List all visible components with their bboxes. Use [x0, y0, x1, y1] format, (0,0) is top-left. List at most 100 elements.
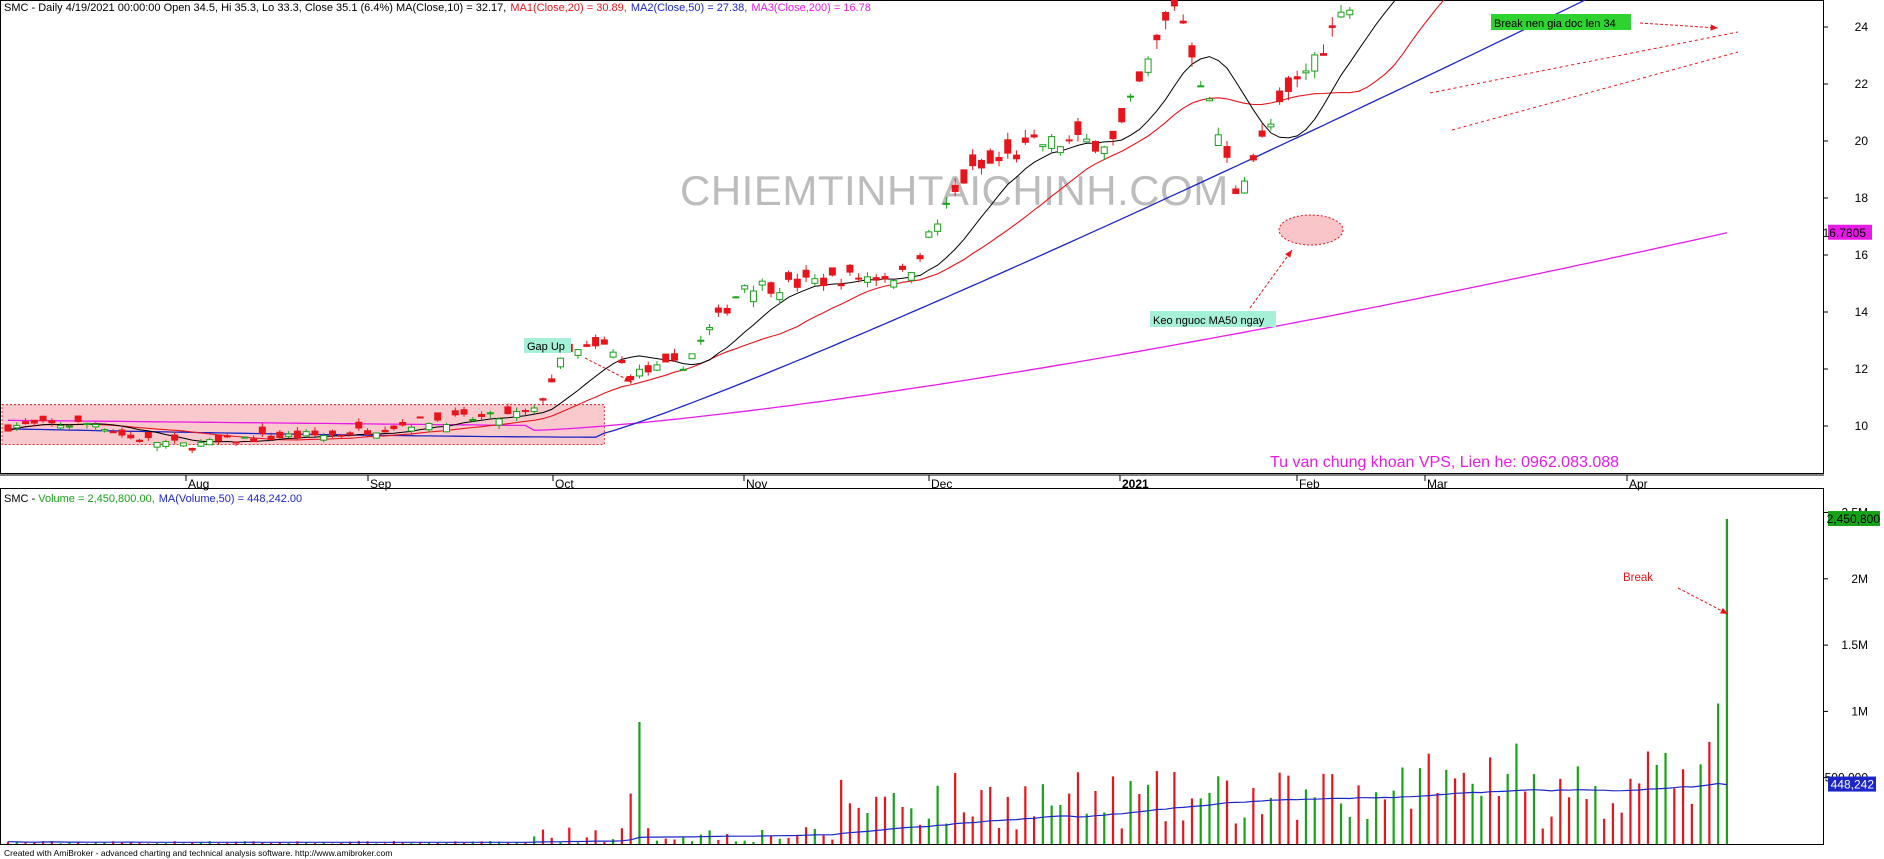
- ma50-arrow-head: [1285, 250, 1292, 258]
- candle-body: [1065, 139, 1073, 142]
- candle-body: [4, 424, 12, 432]
- candle-body: [1074, 121, 1082, 135]
- candle-body: [899, 265, 907, 270]
- candle-body: [495, 418, 503, 426]
- volume-tick-label: 2M: [1851, 572, 1868, 586]
- candle-body: [1232, 188, 1240, 195]
- candle-body: [811, 278, 819, 284]
- channel-bottom-line: [1451, 51, 1739, 131]
- candle-body: [1249, 155, 1257, 161]
- candle-body: [714, 307, 722, 313]
- date-label: Dec: [931, 477, 952, 491]
- candle-body: [1013, 154, 1021, 160]
- candle-body: [171, 434, 179, 441]
- candle-body: [837, 283, 845, 287]
- price-header-ma3: MA3(Close,200) = 16.78: [751, 2, 871, 14]
- candle-body: [214, 434, 222, 442]
- footer-credit: Created with AmiBroker - advanced charti…: [4, 848, 392, 858]
- gap-up-label-bg: [524, 338, 571, 353]
- price-tick-label: 20: [1855, 134, 1869, 148]
- candle-body: [1091, 140, 1099, 152]
- candle-body: [969, 154, 977, 167]
- candle-body: [890, 280, 898, 288]
- candle-body: [328, 430, 336, 436]
- candle-body: [706, 327, 714, 331]
- candle-body: [1258, 130, 1266, 137]
- candle-body: [697, 339, 705, 342]
- candle-body: [197, 442, 205, 447]
- candle-body: [679, 368, 687, 371]
- candle-body: [285, 433, 293, 437]
- candle-body: [785, 272, 793, 280]
- candle-body: [653, 364, 661, 371]
- break-volume-arrow-head: [1720, 607, 1728, 614]
- price-header-ma: MA(Close,10) = 32.17,: [396, 2, 506, 14]
- volume-ma-marker-bg: [1828, 776, 1876, 792]
- candle-body: [92, 424, 100, 428]
- candle-body: [662, 353, 670, 363]
- candle-body: [390, 425, 398, 430]
- ma1-close20-line: [7, 0, 1445, 441]
- candle-body: [863, 276, 871, 283]
- candle-body: [478, 414, 486, 417]
- candle-body: [1118, 108, 1126, 123]
- volume-marker-bg: [1828, 511, 1880, 527]
- candle-body: [793, 278, 801, 288]
- candle-body: [1214, 134, 1222, 147]
- candle-body: [30, 419, 38, 424]
- candle-body: [1284, 77, 1292, 92]
- candle-body: [293, 430, 301, 439]
- price-tick-label: 16: [1855, 248, 1869, 262]
- volume-header-vol: Volume = 2,450,800.00,: [38, 493, 155, 505]
- candle-body: [232, 441, 240, 444]
- price-header: SMC - Daily 4/19/2021 00:00:00 Open 34.5…: [4, 2, 871, 14]
- candle-body: [846, 264, 854, 273]
- candle-body: [960, 169, 968, 184]
- volume-marker: 2,450,800: [1827, 512, 1881, 526]
- candle-body: [521, 410, 529, 413]
- ma50-bounce-ellipse: [1278, 214, 1344, 246]
- candle-body: [118, 429, 126, 436]
- candle-body: [977, 159, 985, 169]
- candle-body: [109, 431, 117, 434]
- date-label: Nov: [746, 477, 767, 491]
- candle-body: [223, 435, 231, 438]
- candle-body: [179, 442, 187, 447]
- ma50-label-bg: [1150, 311, 1276, 327]
- candle-body: [1109, 130, 1117, 140]
- candle-body: [855, 277, 863, 280]
- candle-body: [57, 425, 65, 429]
- candle-body: [451, 410, 459, 416]
- candle-body: [443, 424, 450, 433]
- volume-header-prefix: SMC -: [4, 493, 38, 505]
- price-header-ma2: MA2(Close,50) = 27.38,: [631, 2, 747, 14]
- candle-body: [100, 429, 108, 432]
- volume-ma50-line: [7, 782, 1727, 843]
- price-panel: [0, 0, 1824, 474]
- candle-body: [1162, 11, 1170, 21]
- candle-body: [188, 447, 196, 451]
- candle-body: [1127, 95, 1135, 98]
- candle-body: [907, 272, 915, 281]
- candle-body: [916, 255, 924, 260]
- candle-body: [1179, 20, 1187, 24]
- candle-body: [635, 368, 643, 377]
- date-label: Apr: [1629, 477, 1648, 491]
- candle-body: [1153, 34, 1161, 41]
- candle-body: [136, 439, 144, 442]
- volume-header: SMC - Volume = 2,450,800.00, MA(Volume,50…: [4, 493, 302, 505]
- candle-body: [504, 406, 512, 415]
- candle-body: [311, 430, 319, 436]
- candle-body: [153, 441, 161, 448]
- candle-body: [39, 415, 47, 422]
- ma3-close200-line: [7, 232, 1728, 431]
- price-tick-label: 10: [1855, 419, 1869, 433]
- candle-body: [951, 184, 959, 192]
- volume-tick-label: 1M: [1851, 704, 1868, 718]
- candle-body: [600, 339, 608, 345]
- candle-body: [723, 307, 731, 314]
- candle-body: [372, 432, 380, 439]
- candle-body: [355, 421, 363, 429]
- candle-body: [425, 423, 433, 431]
